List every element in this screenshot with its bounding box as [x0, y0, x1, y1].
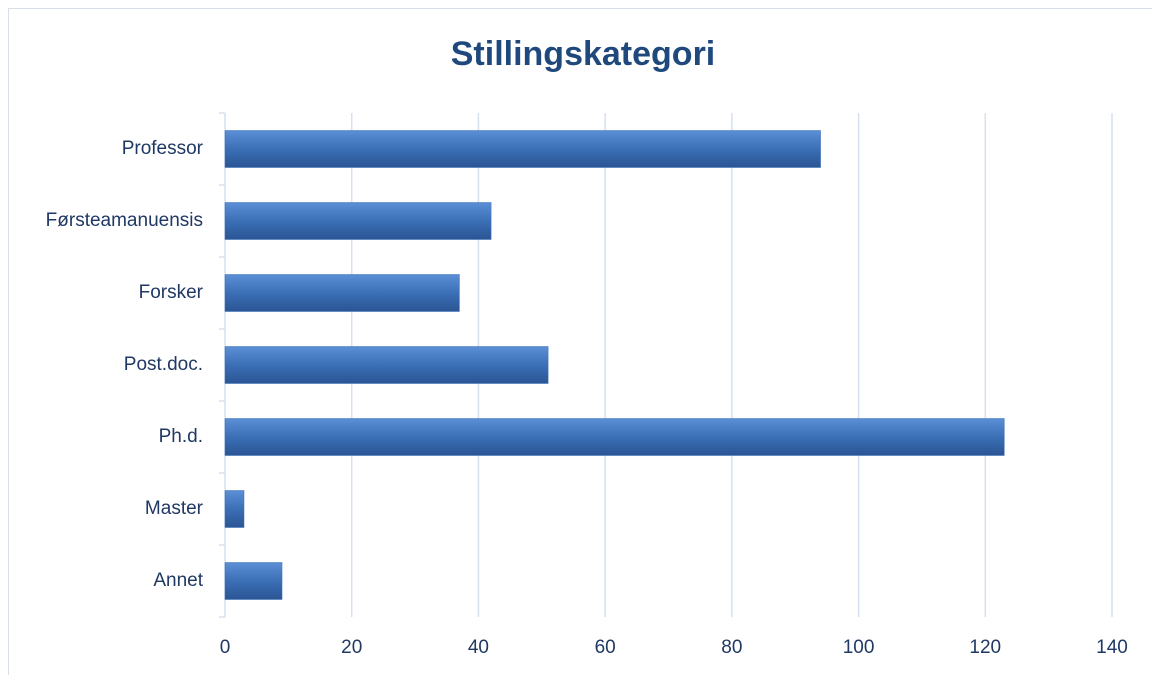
y-tick-label: Ph.d. — [159, 426, 203, 447]
bar — [224, 274, 460, 312]
x-tick-label: 100 — [843, 637, 875, 658]
x-tick-label: 120 — [969, 637, 1001, 658]
chart-border — [8, 8, 1152, 675]
bar — [224, 418, 1005, 456]
y-tick-label: Annet — [153, 570, 203, 591]
x-tick-label: 20 — [341, 637, 362, 658]
y-tick-label: Post.doc. — [124, 354, 203, 375]
bar — [224, 130, 821, 168]
y-tick-label: Master — [145, 498, 204, 519]
bar — [224, 202, 492, 240]
bar — [224, 490, 245, 528]
bar — [224, 346, 549, 384]
bar — [224, 562, 283, 600]
y-tick-label: Professor — [122, 138, 204, 159]
x-tick-label: 0 — [220, 637, 231, 658]
y-tick-label: Forsker — [139, 282, 204, 303]
x-tick-label: 80 — [721, 637, 742, 658]
x-tick-label: 40 — [468, 637, 489, 658]
y-tick-label: Førsteamanuensis — [46, 210, 203, 231]
chart-title: Stillingskategori — [451, 35, 716, 73]
x-tick-label: 140 — [1096, 637, 1128, 658]
x-tick-label: 60 — [595, 637, 616, 658]
